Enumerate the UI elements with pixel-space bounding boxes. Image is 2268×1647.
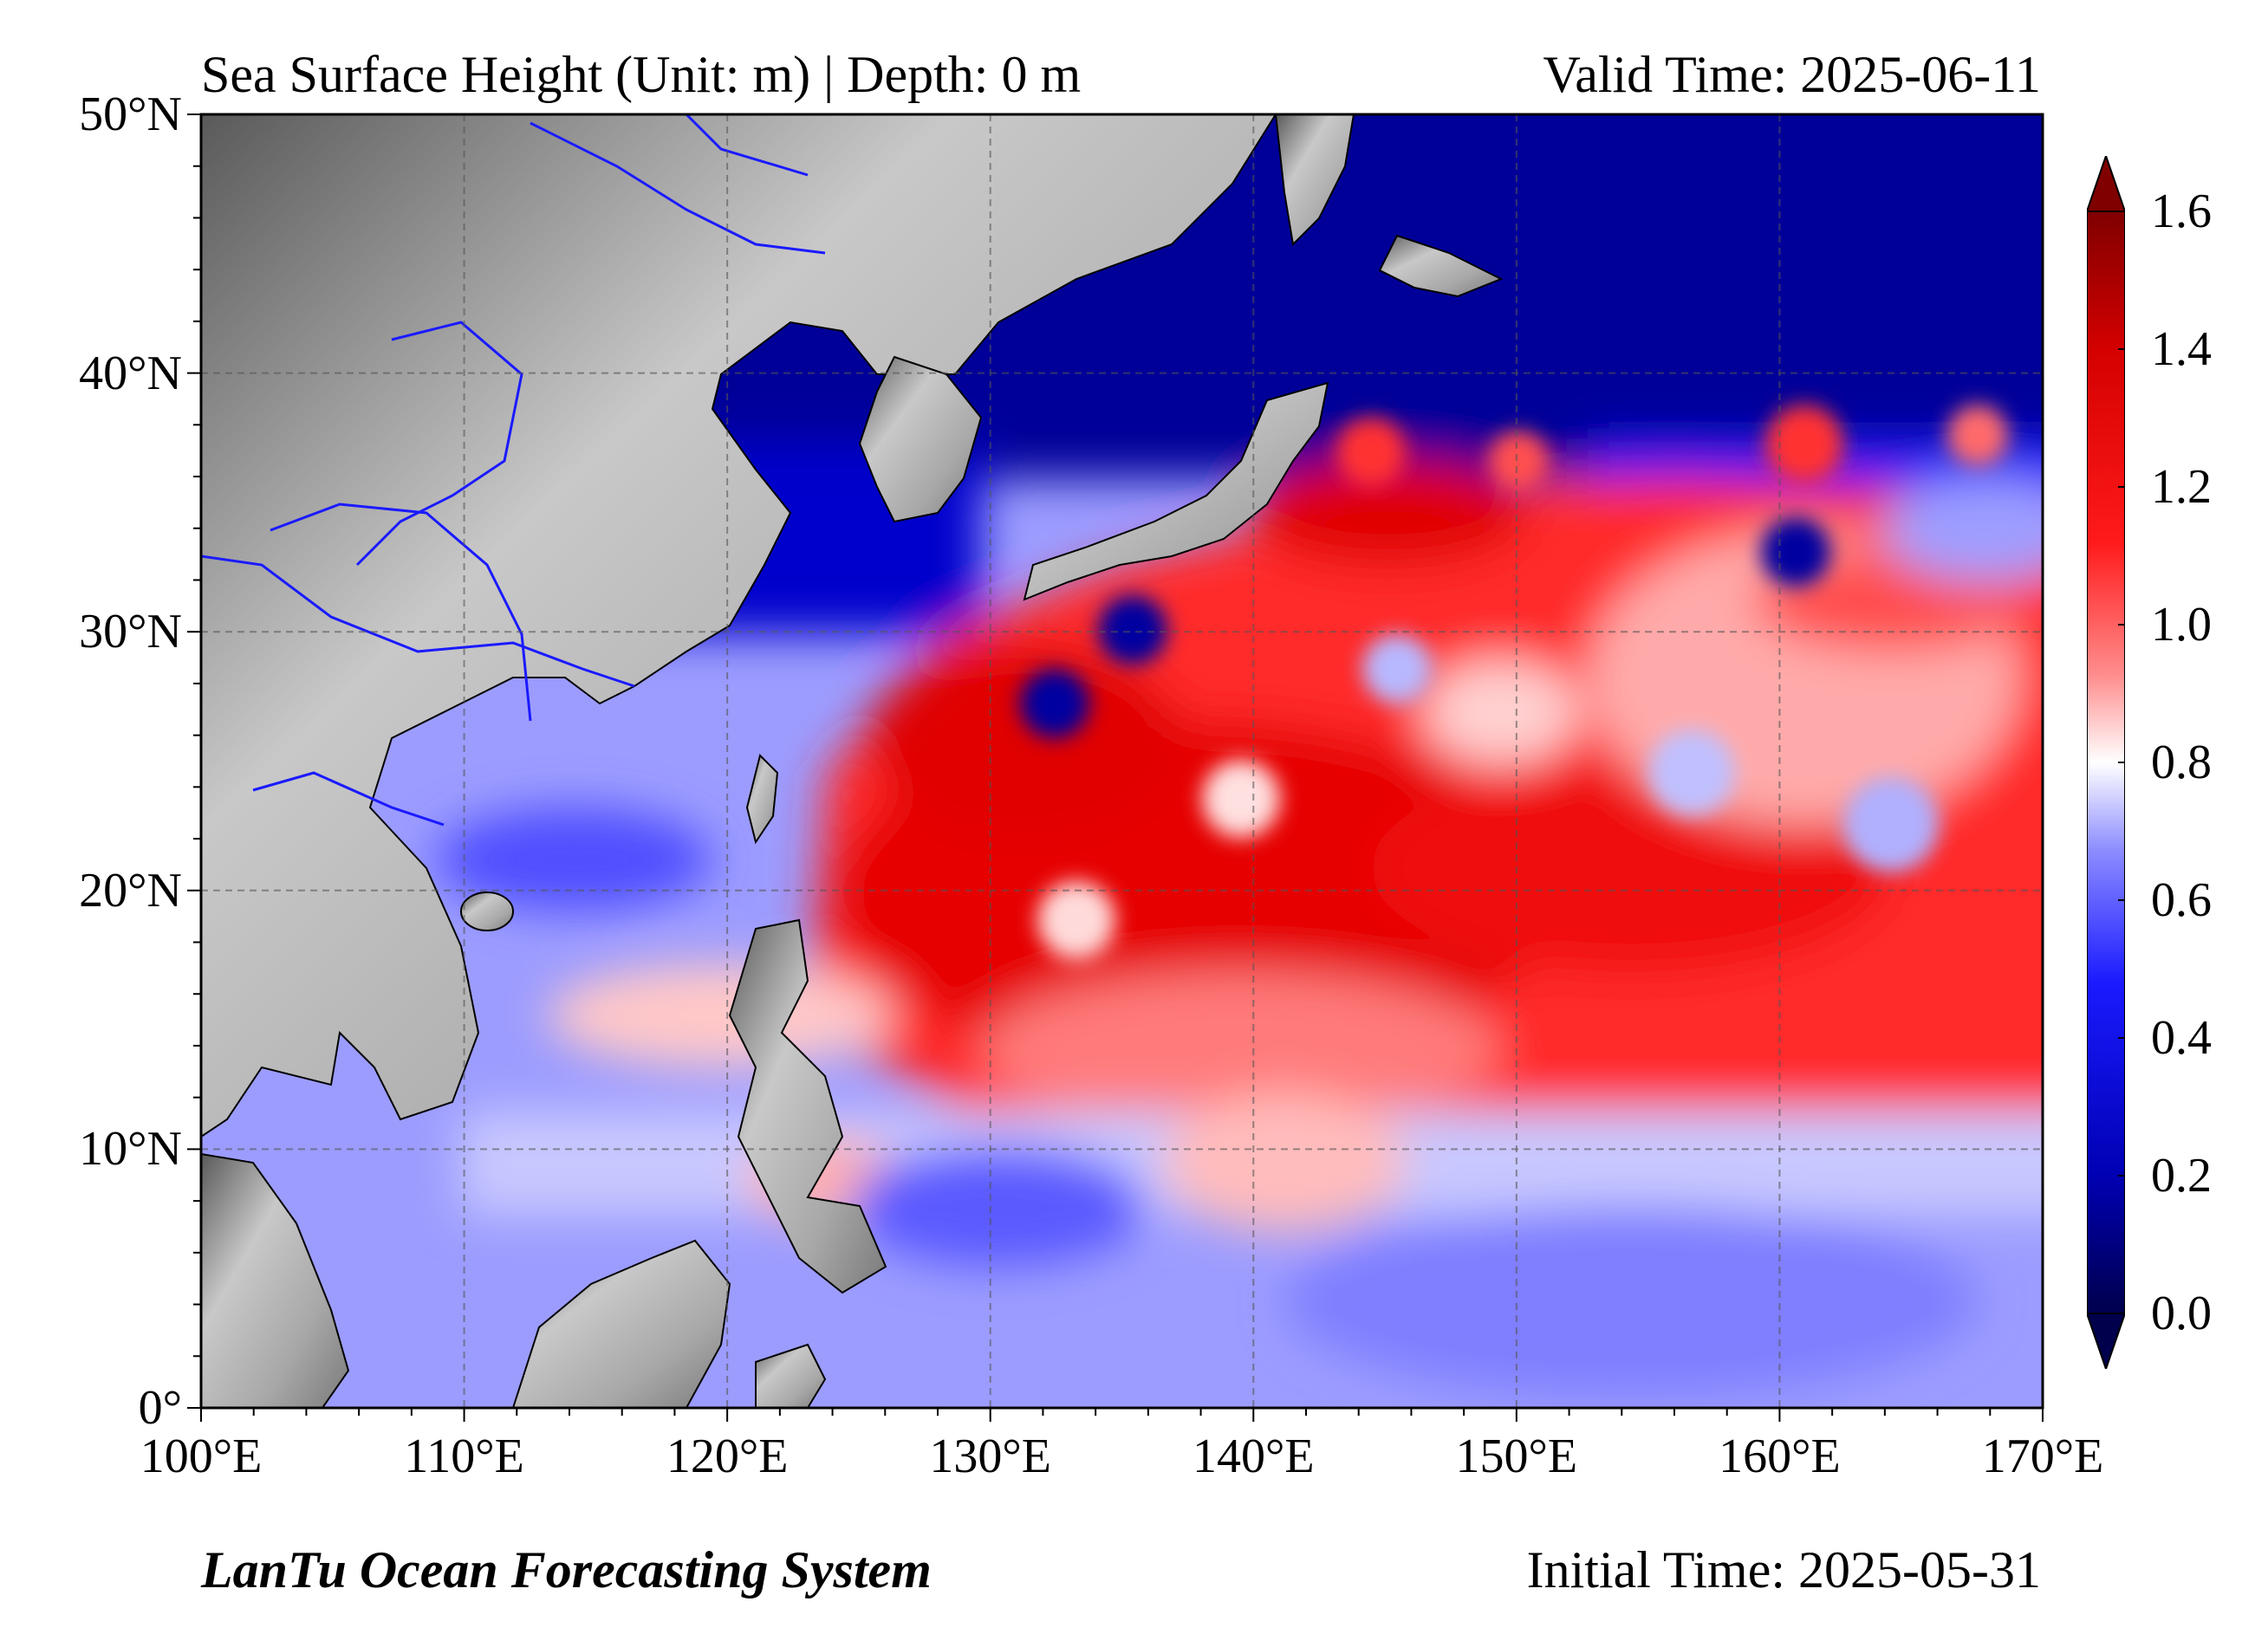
lon-label: 120°E: [666, 1430, 789, 1483]
axis-ticks: [187, 113, 2044, 1422]
colorbar-tick-label: 0.6: [2151, 873, 2212, 927]
lon-label: 100°E: [140, 1430, 263, 1483]
colorbar-extend-max: [2087, 156, 2125, 212]
lat-label: 40°N: [79, 346, 182, 400]
lon-label: 160°E: [1719, 1430, 1841, 1483]
colorbar-tick-label: 1.4: [2151, 322, 2212, 376]
initial-time: Initial Time: 2025-05-31: [1526, 1541, 2041, 1598]
colorbar-extend-min: [2087, 1313, 2125, 1369]
lon-label: 150°E: [1455, 1430, 1578, 1483]
colorbar-tick-label: 0.0: [2151, 1287, 2212, 1340]
eddies: [1020, 405, 2008, 959]
lat-label: 50°N: [79, 88, 182, 141]
lon-label: 110°E: [404, 1430, 524, 1483]
land: [201, 114, 1504, 1408]
sea-surface-height-map: [187, 113, 2044, 1422]
system-name: LanTu Ocean Forecasting System: [201, 1541, 932, 1598]
colorbar-tick-label: 0.2: [2151, 1149, 2212, 1203]
gridlines: [201, 114, 2043, 1408]
lat-label: 10°N: [79, 1122, 182, 1177]
colorbar-tick-label: 0.4: [2151, 1011, 2212, 1065]
valid-time: Valid Time: 2025-06-11: [1543, 46, 2041, 103]
rivers: [201, 114, 826, 827]
lat-label: 20°N: [79, 863, 182, 918]
colorbar-tick-label: 1.2: [2151, 460, 2212, 514]
colorbar: [2087, 156, 2125, 1369]
map-border: [199, 113, 2044, 1410]
lon-label: 140°E: [1192, 1430, 1315, 1483]
lat-label: 0°: [138, 1381, 182, 1435]
lon-label: 130°E: [929, 1430, 1051, 1483]
colorbar-tick-label: 1.6: [2151, 185, 2212, 238]
lat-label: 30°N: [79, 605, 182, 659]
lon-label: 170°E: [1981, 1430, 2104, 1483]
map-title: Sea Surface Height (Unit: m) | Depth: 0 …: [201, 46, 1082, 103]
map-canvas: [187, 113, 2044, 1422]
colorbar-tick-label: 0.8: [2151, 736, 2212, 789]
colorbar-tick-label: 1.0: [2151, 598, 2212, 652]
